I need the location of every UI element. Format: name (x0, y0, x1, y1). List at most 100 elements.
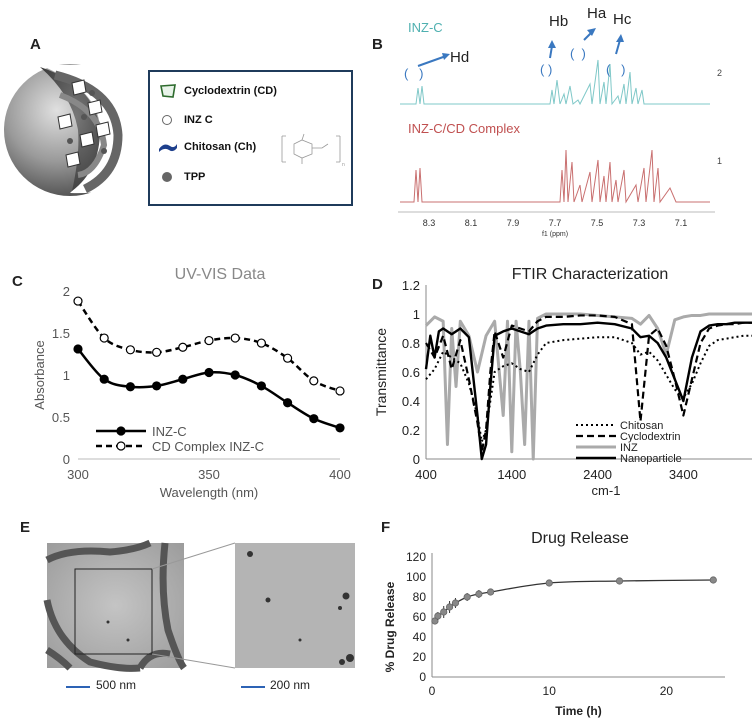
series-line-2 (425, 314, 752, 453)
y-tick-label: 20 (413, 650, 427, 664)
panel-letter-c: C (12, 273, 23, 290)
legend-marker (116, 426, 126, 436)
data-point (152, 381, 162, 391)
panel-letter-b: B (372, 36, 383, 53)
x-axis-label: cm-1 (592, 483, 621, 498)
data-point (99, 374, 109, 384)
peak-bracket-ha: ( ) (570, 46, 586, 61)
tem-image-right (235, 543, 355, 668)
legend-item-inz-c: INZ C (158, 113, 213, 127)
x-tick-label: 3400 (669, 467, 698, 482)
legend-label-tpp: TPP (184, 171, 206, 183)
data-point (615, 577, 624, 585)
y-tick-label: 40 (413, 630, 427, 644)
y-tick-label: 0 (419, 670, 426, 684)
x-tick-label: 1400 (497, 467, 526, 482)
nmr-trace-number-1: 1 (717, 156, 722, 166)
x-tick-label: 300 (67, 467, 89, 482)
nmr-label-complex: INZ-C/CD Complex (408, 121, 520, 136)
x-axis-label: Time (h) (555, 704, 601, 718)
drug-release-chart: Drug Release 0 20 40 60 80 100 120 0 10 20 Time (h)… (383, 530, 725, 718)
y-tick-label: 2 (63, 284, 70, 299)
data-point (463, 593, 471, 601)
ftir-chart: FTIR Characterization 0 0.2 0.4 0.6 0.8 1 1.2 40… (373, 266, 752, 498)
x-tick-label: 2400 (583, 467, 612, 482)
peak-bracket-hd: ( ) (404, 66, 424, 81)
data-point (445, 603, 454, 611)
nmr-x-tick: 7.7 (549, 218, 562, 228)
data-point (125, 345, 135, 355)
legend-label: Nanoparticle (620, 453, 682, 465)
peak-label-hc: Hc (613, 11, 632, 28)
panel-letter-f: F (381, 519, 391, 536)
schematic-legend: Cyclodextrin (CD) INZ C Chitosan (Ch) n … (148, 70, 353, 206)
series-line-1 (77, 348, 341, 430)
cyclodextrin-icon (160, 84, 176, 98)
data-point (204, 367, 214, 378)
y-axis-label: Transmittance (373, 328, 389, 416)
release-curve (434, 579, 714, 622)
peak-bracket-hb: ( ) (540, 62, 552, 77)
data-point (178, 342, 188, 352)
uv-vis-chart: UV-VIS Data 0 0.5 1 1.5 2 300 350 400 Wavelength … (32, 266, 351, 500)
nmr-trace-number-2: 2 (717, 68, 722, 78)
data-point (283, 398, 293, 408)
y-tick-label: 1.5 (52, 326, 70, 341)
nanoparticle-illustration (4, 64, 140, 196)
x-tick-label: 400 (329, 467, 351, 482)
data-point (230, 370, 240, 380)
data-point (73, 344, 83, 354)
legend-label-cyclodextrin: Cyclodextrin (CD) (184, 85, 277, 97)
nmr-x-label: f1 (ppm) (542, 231, 568, 238)
x-tick-label: 400 (415, 467, 437, 482)
chart-title: Drug Release (531, 530, 629, 547)
data-point (256, 381, 266, 391)
filled-circle-icon (162, 172, 172, 182)
x-tick-label: 10 (543, 684, 557, 698)
y-tick-label: 1 (413, 307, 420, 322)
legend-marker (116, 441, 126, 451)
data-point (204, 335, 214, 346)
nmr-label-inz-c: INZ-C (408, 20, 443, 35)
nmr-x-tick: 8.1 (465, 218, 478, 228)
open-circle-icon (162, 115, 172, 125)
y-tick-label: 0.2 (402, 423, 420, 438)
legend-label-inz-c: INZ C (184, 114, 213, 126)
legend-label: INZ (620, 442, 638, 454)
data-point (545, 579, 553, 587)
chitosan-structure-icon: n (281, 133, 345, 168)
x-tick-label: 350 (198, 467, 220, 482)
data-point (256, 338, 266, 348)
nmr-x-tick: 8.3 (423, 218, 436, 228)
data-point (73, 296, 83, 306)
x-tick-label: 0 (429, 684, 436, 698)
data-point (434, 612, 442, 620)
peak-label-hb: Hb (549, 13, 568, 30)
legend-label: CD Complex INZ-C (152, 439, 264, 454)
y-tick-label: 120 (406, 550, 426, 564)
peak-bracket-hc: ( ) (606, 62, 626, 77)
scale-label-200nm: 200 nm (270, 678, 311, 692)
y-tick-label: 1 (63, 368, 70, 383)
y-tick-label: 1.2 (402, 278, 420, 293)
panel-letter-e: E (20, 519, 31, 536)
data-point (487, 588, 495, 596)
scale-bar-500nm (66, 686, 90, 688)
series-line-3 (424, 312, 752, 461)
legend-item-tpp: TPP (158, 170, 205, 184)
y-tick-label: 0 (63, 452, 70, 467)
legend-label: Chitosan (620, 420, 663, 432)
data-point (125, 382, 135, 392)
data-point (475, 590, 483, 598)
data-point (178, 374, 188, 384)
nmr-x-tick: 7.9 (507, 218, 520, 228)
data-point (283, 353, 293, 363)
data-point (309, 376, 319, 386)
data-point (451, 599, 460, 607)
y-axis-label: % Drug Release (383, 581, 397, 672)
panel-letter-a: A (30, 36, 41, 53)
y-axis-label: Absorbance (32, 340, 47, 409)
y-tick-label: 60 (413, 610, 427, 624)
data-point (230, 333, 240, 343)
nmr-x-tick: 7.3 (633, 218, 646, 228)
